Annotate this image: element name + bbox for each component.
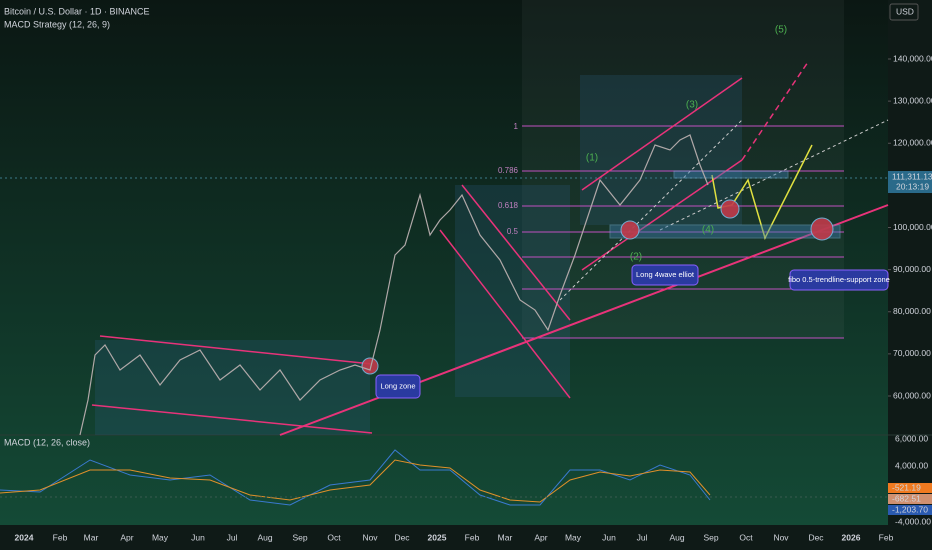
time-axis-bg (0, 525, 932, 550)
price-tick-label: 100,000.00 (893, 222, 932, 232)
projection (559, 119, 743, 301)
currency-box (889, 3, 919, 21)
time-label: Jul (637, 532, 648, 542)
macd-value-box (888, 483, 932, 493)
path-projection (711, 144, 813, 241)
projection (659, 119, 889, 231)
time-label: Aug (257, 532, 272, 542)
macd-value-box (888, 494, 932, 504)
time-label: Sep (292, 532, 307, 542)
price-tick-label: 130,000.00 (893, 95, 932, 105)
macd-line (0, 449, 711, 506)
time-label: Oct (739, 532, 753, 542)
last-price-box (888, 171, 932, 193)
currency: USD (896, 6, 914, 16)
time-label: Feb (53, 532, 68, 542)
last-price: 111,311.13 (892, 171, 932, 181)
time-label: Apr (534, 532, 547, 542)
macd-value: -521.19 (892, 482, 921, 492)
price-axis-bg (888, 0, 932, 550)
resistance-zone (673, 170, 789, 179)
time-label: Apr (120, 532, 133, 542)
support-zone (609, 224, 841, 239)
fib-label: 0.5 (507, 227, 519, 236)
price-tick-label: 70,000.00 (893, 348, 931, 358)
price-tick-label: 120,000.00 (893, 138, 932, 148)
markers (361, 199, 834, 375)
price-line (79, 134, 709, 436)
annotation: Long 4wave elliot (636, 270, 695, 279)
wave-label: (4) (702, 225, 714, 236)
macd-value: -1,203.70 (892, 504, 928, 514)
fib-lines (522, 125, 844, 339)
time-label: 2026 (842, 532, 861, 542)
annotation-box (631, 264, 699, 286)
wave-label: (2) (630, 252, 642, 263)
countdown: 20:13:19 (896, 181, 929, 191)
time-label: Jul (227, 532, 238, 542)
time-label: Dec (394, 532, 410, 542)
time-label: Jun (191, 532, 205, 542)
time-label: May (565, 532, 582, 542)
annotation-box (789, 269, 889, 291)
macd-tick-label: 4,000.00 (895, 460, 928, 470)
macd-value-box (888, 505, 932, 515)
time-label: Feb (465, 532, 480, 542)
fib-label: 0.786 (498, 166, 519, 175)
title: Bitcoin / U.S. Dollar · 1D · BINANCE (4, 6, 150, 16)
macd-tick-label: 6,000.00 (895, 433, 928, 443)
fib-label: 0.618 (498, 201, 519, 210)
time-label: Nov (362, 532, 378, 542)
price-tick-label: 60,000.00 (893, 390, 931, 400)
signal-line (0, 459, 711, 503)
wave-label: (5) (775, 25, 787, 36)
indicator-name: MACD Strategy (12, 26, 9) (4, 19, 110, 29)
time-label: Mar (498, 532, 513, 542)
macd-value: -682.51 (892, 493, 921, 503)
price-tick-label: 80,000.00 (893, 306, 931, 316)
fib-label: 1 (514, 122, 519, 131)
wave-label: (1) (586, 153, 598, 164)
time-label: Sep (703, 532, 718, 542)
channel-fill (580, 75, 742, 225)
price-tick-label: 140,000.00 (893, 53, 932, 63)
time-label: May (152, 532, 169, 542)
time-label: Mar (84, 532, 99, 542)
time-label: Dec (808, 532, 824, 542)
time-label: Nov (773, 532, 789, 542)
time-label: 2025 (428, 532, 447, 542)
channel-fill (95, 340, 370, 435)
time-label: Oct (327, 532, 341, 542)
time-label: Feb (879, 532, 894, 542)
time-label: Aug (669, 532, 684, 542)
annotation-box (375, 374, 421, 399)
annotation: fibo 0.5-trendline-support zone (788, 275, 890, 284)
chart-bg (0, 0, 888, 525)
macd-title: MACD (12, 26, close) (4, 437, 90, 447)
wave-label: (3) (686, 100, 698, 111)
annotation: Long zone (380, 381, 415, 390)
price-tick-label: 90,000.00 (893, 264, 931, 274)
time-label: Jun (602, 532, 616, 542)
macd-tick-label: -4,000.00 (895, 516, 931, 526)
time-label: 2024 (15, 532, 34, 542)
